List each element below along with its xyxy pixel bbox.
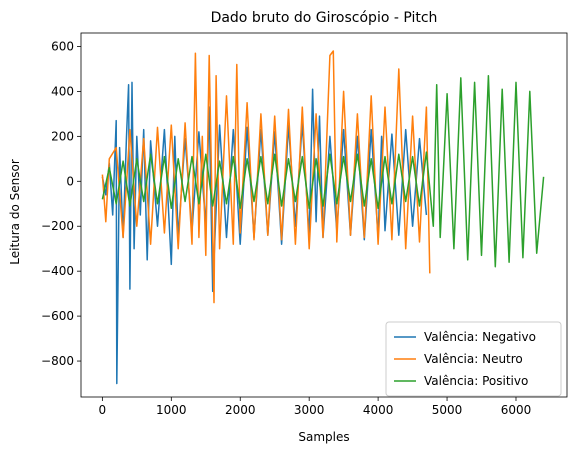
- chart-title: Dado bruto do Giroscópio - Pitch: [211, 10, 438, 26]
- y-tick-label: 200: [51, 129, 74, 143]
- y-tick-label: −200: [41, 219, 74, 233]
- series-line-3: [101, 74, 545, 268]
- x-tick-label: 0: [99, 403, 107, 417]
- legend: Valência: Negativo Valência: Neutro Valênc…: [385, 321, 562, 397]
- x-axis-title: Samples: [298, 430, 349, 444]
- legend-box: [385, 321, 562, 397]
- x-tick-label: 2000: [225, 403, 256, 417]
- x-axis: 0 1000 2000 3000 4000 5000 6000: [99, 397, 532, 417]
- x-tick-label: 1000: [156, 403, 187, 417]
- y-tick-label: 0: [66, 174, 74, 188]
- x-tick-label: 3000: [294, 403, 325, 417]
- y-axis-title: Leitura do Sensor: [8, 159, 22, 265]
- series-group: [101, 50, 545, 385]
- y-tick-label: 600: [51, 39, 74, 53]
- series-line-2: [101, 50, 431, 304]
- legend-label-1: Valência: Negativo: [424, 330, 536, 344]
- y-tick-label: −400: [41, 264, 74, 278]
- plot-area: [80, 32, 568, 398]
- legend-label-2: Valência: Neutro: [424, 352, 523, 366]
- y-tick-label: 400: [51, 84, 74, 98]
- x-tick-label: 5000: [432, 403, 463, 417]
- legend-label-3: Valência: Positivo: [424, 374, 528, 388]
- y-tick-label: −800: [41, 354, 74, 368]
- axes-frame: [80, 32, 568, 398]
- x-tick-label: 4000: [363, 403, 394, 417]
- y-axis: −800 −600 −400 −200 0 200 400 600: [41, 39, 81, 368]
- y-tick-label: −600: [41, 309, 74, 323]
- x-tick-label: 6000: [501, 403, 532, 417]
